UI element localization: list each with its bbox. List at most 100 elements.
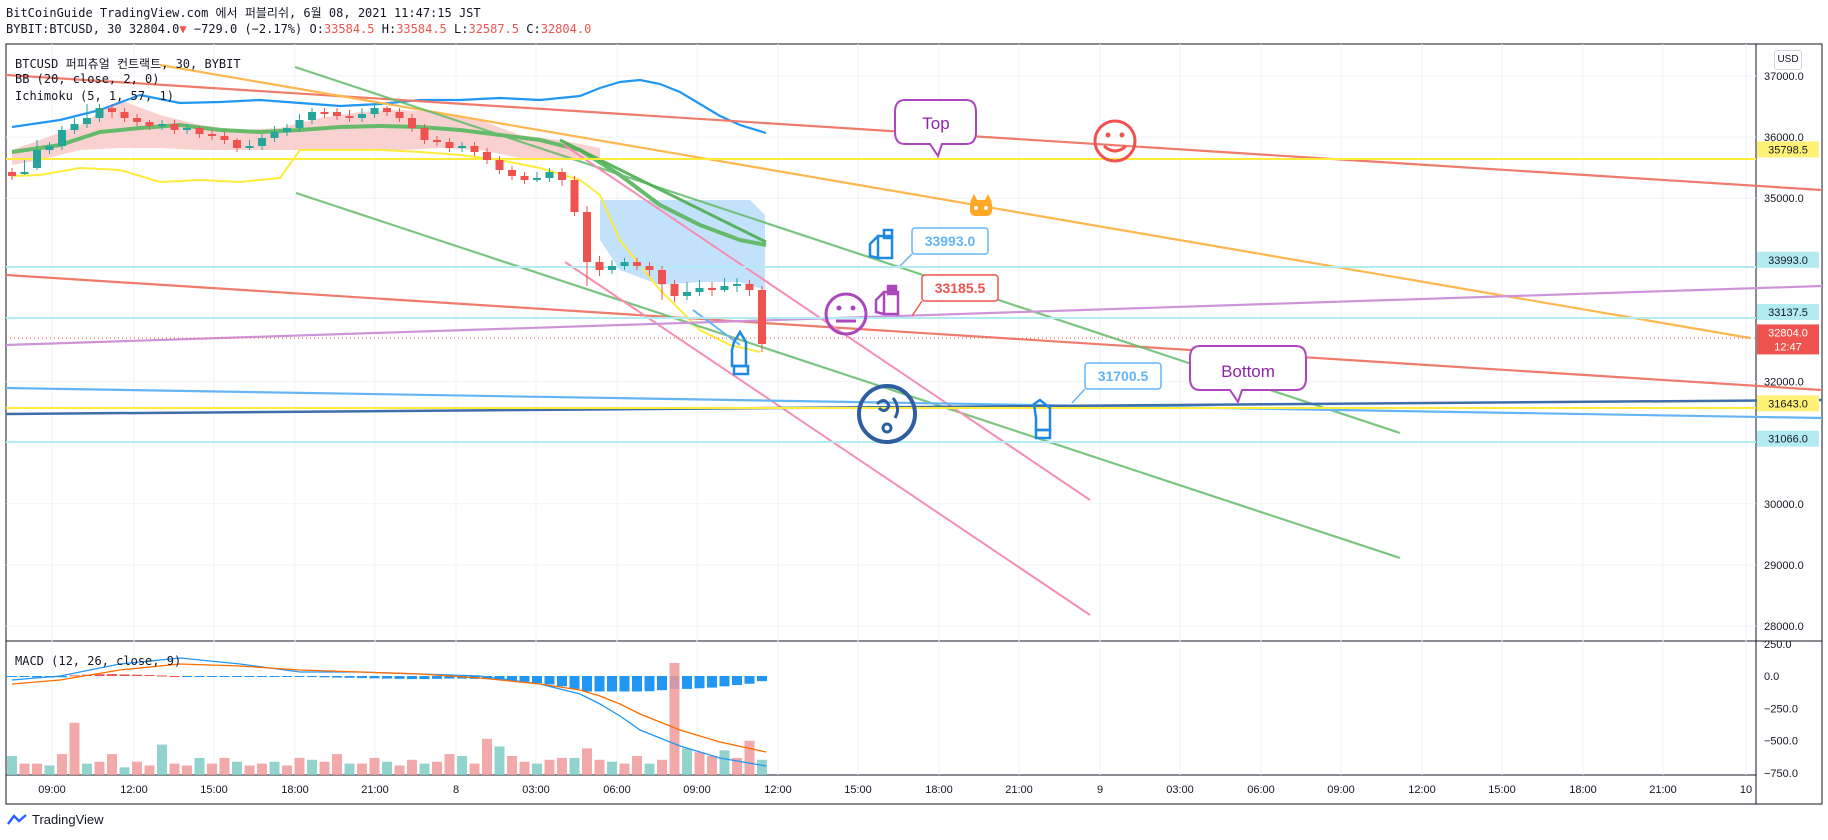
volume-bar [382, 761, 392, 775]
macd-histogram-bar [7, 676, 17, 677]
time-tick-label: 9 [1097, 784, 1103, 796]
candle-body [245, 146, 254, 148]
volume-bar [94, 761, 105, 775]
candle-body [508, 170, 516, 176]
macd-histogram-bar [507, 676, 517, 681]
candle-body [158, 124, 166, 126]
volume-bar [107, 754, 117, 775]
candle-body [258, 138, 266, 146]
volume-bar [544, 759, 555, 775]
pointing-hand-icon[interactable] [874, 284, 900, 316]
candle-body [545, 172, 554, 178]
candle-body [483, 152, 491, 160]
macd-histogram-bar [569, 676, 580, 689]
price-tag-text: 33137.5 [1768, 307, 1808, 319]
volume-bar [19, 763, 30, 775]
macd-histogram-bar [532, 676, 542, 684]
time-tick-label: 12:00 [120, 784, 148, 796]
volume-bar [619, 763, 630, 775]
price-tag-bg [1757, 251, 1819, 268]
time-axis[interactable]: 09:00 12:00 15:00 18:00 21:00 8 03:00 06:00 09:0… [38, 784, 1752, 796]
volume-bar [732, 757, 742, 775]
pointing-hand-icon[interactable] [868, 228, 894, 260]
macd-histogram-bar [282, 676, 292, 677]
candle-body [620, 262, 629, 266]
volume-bar [419, 763, 430, 775]
candle-body [370, 108, 379, 114]
volume-bar [7, 756, 17, 775]
macd-histogram-bar [157, 675, 167, 677]
volume-bar [82, 763, 92, 775]
macd-signal-line [11, 663, 767, 753]
candle-body [295, 120, 304, 128]
price-tag-bg [1757, 430, 1819, 447]
callout-bottom[interactable]: Bottom [1189, 345, 1307, 405]
candle-body [58, 130, 66, 146]
volume-bar [69, 722, 80, 775]
pointing-hand-icon[interactable] [1032, 398, 1052, 440]
time-tick-label: 18:00 [925, 784, 953, 796]
macd-histogram-bar [19, 676, 30, 678]
neutral-face-icon[interactable] [824, 292, 868, 336]
time-tick-label: 09:00 [683, 784, 711, 796]
candle-body [558, 172, 566, 180]
volume-bar [719, 750, 730, 775]
price-change: −729.0 (−2.17%) [193, 22, 303, 36]
candle-body [108, 108, 116, 112]
candle-body [345, 116, 354, 118]
volume-bar [132, 761, 142, 775]
candle-body [645, 266, 654, 270]
macd-histogram-bar [682, 676, 692, 689]
volume-bar [307, 759, 317, 775]
price-tag-bg [1757, 395, 1819, 412]
volume-bar [494, 746, 505, 775]
price-tag: 31066.0 [1757, 430, 1819, 447]
volume-bar [432, 761, 442, 775]
volume-bar [682, 748, 692, 775]
smiley-face-icon[interactable] [1093, 119, 1137, 163]
candle-body [670, 284, 679, 296]
candle-body [383, 108, 391, 112]
price-axis[interactable]: 37000.0 36000.0 35000.0 32000.0 30000.0 29000… [1764, 71, 1804, 633]
macd-histogram-bar [219, 676, 230, 677]
price-callout-33185[interactable]: 33185.5 [911, 274, 999, 317]
candle-body [470, 146, 479, 152]
candle-body [208, 134, 216, 136]
price-tag-text: 31066.0 [1768, 434, 1808, 446]
price-tag-text: 32804.0 [1768, 327, 1808, 339]
price-tag-text: 35798.5 [1768, 144, 1808, 156]
trendline-pink-2 [564, 261, 1091, 616]
price-callout-31700[interactable]: 31700.5 [1071, 362, 1162, 404]
volume-bar [507, 756, 517, 775]
volume-bar [669, 662, 680, 775]
candle-body [133, 118, 141, 122]
legend-title: BTCUSD 퍼피츄얼 컨트랙트, 30, BYBIT [15, 57, 241, 71]
candle-body [733, 284, 741, 286]
price-tick-label: 35000.0 [1764, 193, 1804, 205]
price-callout-33993[interactable]: 33993.0 [899, 227, 989, 267]
price-tag-text: 33993.0 [1768, 255, 1808, 267]
callout-top[interactable]: Top [894, 99, 977, 159]
candle-body [658, 270, 666, 284]
candle-body [633, 262, 641, 266]
candle-body [433, 140, 441, 142]
macd-histogram-bar [694, 676, 705, 689]
macd-tick-label: 250.0 [1764, 639, 1792, 651]
macd-histogram-bar [332, 676, 342, 678]
time-tick-label: 12:00 [1408, 784, 1436, 796]
pointing-hand-icon[interactable] [730, 329, 750, 376]
cat-icon[interactable] [970, 194, 992, 216]
dizzy-face-icon[interactable] [857, 384, 917, 444]
volume-bar [344, 763, 355, 775]
price-tick-label: 32000.0 [1764, 377, 1804, 389]
trendline-green-3 [559, 138, 767, 244]
currency-button[interactable]: USD [1774, 50, 1802, 70]
macd-histogram-bar [607, 676, 617, 692]
volume-bar [157, 744, 167, 775]
macd-tick-label: 0.0 [1764, 671, 1779, 683]
candle-body [233, 140, 241, 148]
volume-bar [282, 765, 292, 775]
volume-bar [519, 761, 530, 775]
macd-histogram-bar [194, 676, 205, 677]
